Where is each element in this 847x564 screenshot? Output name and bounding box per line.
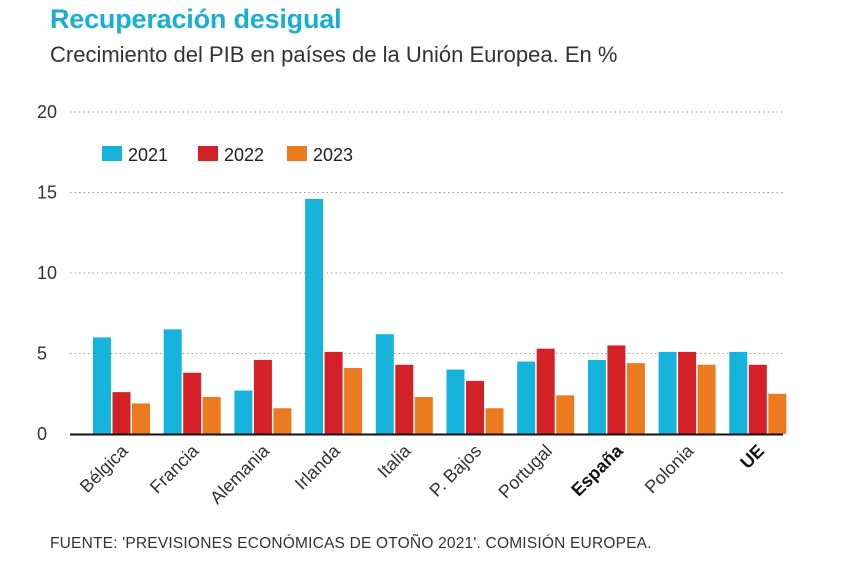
bar-chart: 0 5 10 15 20 Bélgica Francia Alemania Irlanda It… xyxy=(37,102,787,508)
bar-2021 xyxy=(234,390,253,434)
bar-2022 xyxy=(748,364,767,434)
x-tick-label: P. Bajos xyxy=(425,441,485,501)
bar-2023 xyxy=(485,408,504,434)
bar-2022 xyxy=(536,348,555,434)
bar-2022 xyxy=(466,380,484,434)
bar-2023 xyxy=(556,395,575,434)
legend-label: 2022 xyxy=(224,145,264,165)
x-tick-label: UE xyxy=(736,441,768,473)
bar-2023 xyxy=(626,363,645,434)
category-labels: Bélgica Francia Alemania Irlanda Italia P. Ba… xyxy=(76,440,768,508)
x-tick-label: Polonia xyxy=(641,440,698,497)
x-tick-label: Irlanda xyxy=(291,440,345,494)
bar-2023 xyxy=(768,393,787,434)
bar-2021 xyxy=(446,369,465,434)
bar-2021 xyxy=(375,334,394,434)
bar-2022 xyxy=(324,351,343,434)
bar-2023 xyxy=(697,364,716,434)
y-axis-ticks: 0 5 10 15 20 xyxy=(37,102,57,444)
bar-2022 xyxy=(395,364,414,434)
bar-2021 xyxy=(517,361,536,434)
bar-2022 xyxy=(678,351,697,434)
legend-swatch-2023 xyxy=(287,146,307,161)
bar-2023 xyxy=(273,408,292,434)
bar-2022 xyxy=(112,392,131,434)
bar-2023 xyxy=(414,396,433,434)
y-tick-label: 5 xyxy=(37,344,47,364)
x-tick-label: Portugal xyxy=(494,441,556,503)
bar-2022 xyxy=(183,372,202,434)
legend-label: 2023 xyxy=(313,145,353,165)
bar-2022 xyxy=(607,345,626,434)
x-tick-label: Alemania xyxy=(206,440,274,508)
bar-2021 xyxy=(587,359,606,434)
chart-title: Recuperación desigual xyxy=(50,4,342,34)
legend-swatch-2021 xyxy=(102,146,122,161)
bar-2023 xyxy=(202,396,221,434)
gridlines xyxy=(70,111,783,354)
x-tick-label: Italia xyxy=(374,440,416,482)
bars xyxy=(93,198,787,434)
y-tick-label: 15 xyxy=(37,183,57,203)
legend-swatch-2022 xyxy=(198,146,218,161)
bar-2023 xyxy=(132,403,150,434)
bar-2022 xyxy=(253,359,272,434)
y-tick-label: 20 xyxy=(37,102,57,122)
bar-2021 xyxy=(658,351,677,434)
x-tick-label: España xyxy=(567,440,627,500)
x-tick-label: Francia xyxy=(146,440,203,497)
y-tick-label: 10 xyxy=(37,263,57,283)
bar-2021 xyxy=(729,351,748,434)
x-tick-label: Bélgica xyxy=(76,440,133,497)
bar-2021 xyxy=(163,329,182,434)
source-note: FUENTE: 'PREVISIONES ECONÓMICAS DE OTOÑO… xyxy=(50,535,652,552)
chart-subtitle: Crecimiento del PIB en países de la Unió… xyxy=(50,42,618,67)
legend: 2021 2022 2023 xyxy=(102,145,353,165)
bar-2021 xyxy=(93,337,111,434)
legend-label: 2021 xyxy=(128,145,168,165)
y-tick-label: 0 xyxy=(37,424,47,444)
bar-2021 xyxy=(305,198,324,434)
bar-2023 xyxy=(344,367,363,434)
